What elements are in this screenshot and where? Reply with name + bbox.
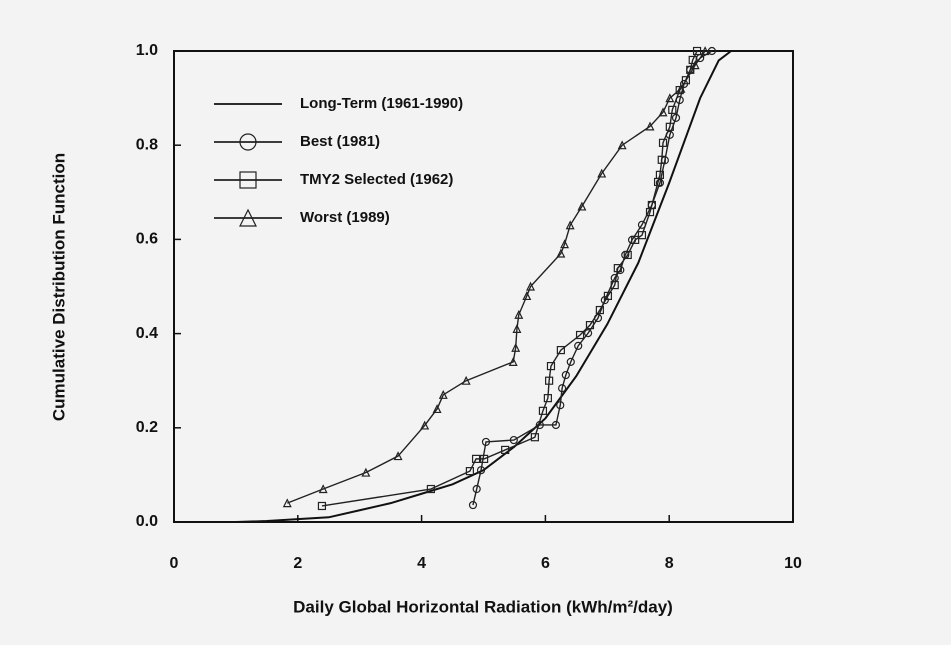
y-tick-label: 1.0 (136, 42, 158, 59)
marker-triangle (461, 375, 471, 385)
marker-square (239, 171, 257, 189)
marker-circle (481, 437, 491, 447)
marker-square (575, 330, 585, 340)
marker-triangle (700, 46, 710, 56)
marker-square (556, 345, 565, 355)
marker-triangle (565, 220, 575, 230)
marker-square (610, 280, 619, 290)
marker-circle (558, 384, 567, 393)
marker-circle (472, 484, 481, 494)
x-tick-label: 10 (784, 555, 802, 572)
marker-square (480, 454, 489, 463)
x-tick-label: 0 (170, 555, 179, 572)
marker-circle (566, 357, 575, 366)
marker-square (681, 76, 691, 85)
marker-square (538, 406, 548, 415)
marker-circle (468, 500, 478, 510)
marker-triangle (318, 484, 328, 494)
marker-circle (584, 329, 593, 338)
marker-square (317, 501, 327, 511)
marker-triangle (577, 201, 587, 211)
y-tick-label: 0.6 (136, 231, 158, 248)
marker-triangle (282, 498, 292, 508)
y-tick-label: 0.4 (136, 325, 158, 342)
marker-triangle (420, 420, 430, 430)
marker-square (647, 200, 656, 210)
marker-square (545, 376, 554, 385)
marker-square (546, 361, 556, 371)
series-line (472, 50, 713, 506)
x-tick-label: 2 (293, 555, 302, 572)
marker-square (655, 170, 665, 179)
marker-square (543, 394, 552, 403)
y-tick-label: 0.2 (136, 419, 158, 436)
marker-triangle (676, 83, 686, 93)
series-line (321, 50, 698, 507)
marker-circle (551, 420, 561, 430)
marker-square (530, 433, 539, 442)
marker-triangle (658, 107, 668, 117)
marker-square (631, 235, 640, 244)
marker-triangle (665, 93, 675, 103)
y-tick-label: 0.8 (136, 136, 158, 153)
marker-triangle (560, 239, 570, 249)
marker-triangle (690, 60, 700, 70)
series-line (235, 50, 732, 523)
marker-square (668, 105, 677, 114)
marker-circle (556, 401, 565, 410)
marker-triangle (438, 389, 448, 399)
marker-triangle (511, 342, 521, 352)
marker-triangle (597, 168, 607, 178)
x-tick-label: 6 (541, 555, 550, 572)
marker-circle (671, 113, 681, 122)
plot-frame (173, 50, 794, 523)
legend-label: Worst (1989) (300, 209, 390, 226)
series-line (287, 50, 706, 504)
marker-square (603, 291, 613, 301)
marker-triangle (239, 208, 257, 227)
marker-square (613, 264, 622, 273)
marker-circle (561, 370, 570, 380)
x-tick-label: 4 (417, 555, 426, 572)
marker-square (426, 484, 435, 494)
marker-triangle (514, 309, 524, 319)
marker-circle (574, 341, 583, 350)
marker-triangle (617, 140, 627, 150)
marker-square (595, 305, 604, 315)
y-axis-label: Cumulative Distribution Function (49, 153, 68, 421)
legend-label: Best (1981) (300, 133, 380, 150)
marker-square (692, 46, 702, 56)
marker-circle (509, 435, 518, 445)
marker-circle (239, 133, 257, 151)
marker-square (665, 122, 674, 131)
x-tick-label: 8 (665, 555, 674, 572)
y-tick-label: 0.0 (136, 513, 158, 530)
marker-square (471, 454, 481, 463)
marker-circle (476, 466, 486, 475)
legend-label: TMY2 Selected (1962) (300, 171, 453, 188)
marker-triangle (393, 451, 403, 461)
marker-triangle (556, 248, 566, 258)
marker-triangle (432, 404, 442, 414)
marker-triangle (645, 121, 655, 131)
marker-triangle (508, 357, 518, 366)
marker-square (623, 250, 632, 260)
marker-circle (655, 178, 665, 187)
marker-square (465, 467, 474, 476)
x-axis-label: Daily Global Horizontal Radiation (kWh/m… (293, 597, 673, 616)
marker-square (585, 321, 595, 330)
marker-square (501, 445, 510, 455)
marker-square (658, 138, 668, 147)
marker-square (688, 55, 697, 65)
marker-triangle (522, 291, 532, 301)
marker-triangle (526, 281, 536, 291)
marker-circle (707, 46, 717, 56)
marker-triangle (512, 324, 522, 333)
marker-square (637, 231, 647, 240)
legend-label: Long-Term (1961-1990) (300, 95, 463, 112)
marker-triangle (361, 467, 371, 477)
marker-square (657, 155, 666, 164)
